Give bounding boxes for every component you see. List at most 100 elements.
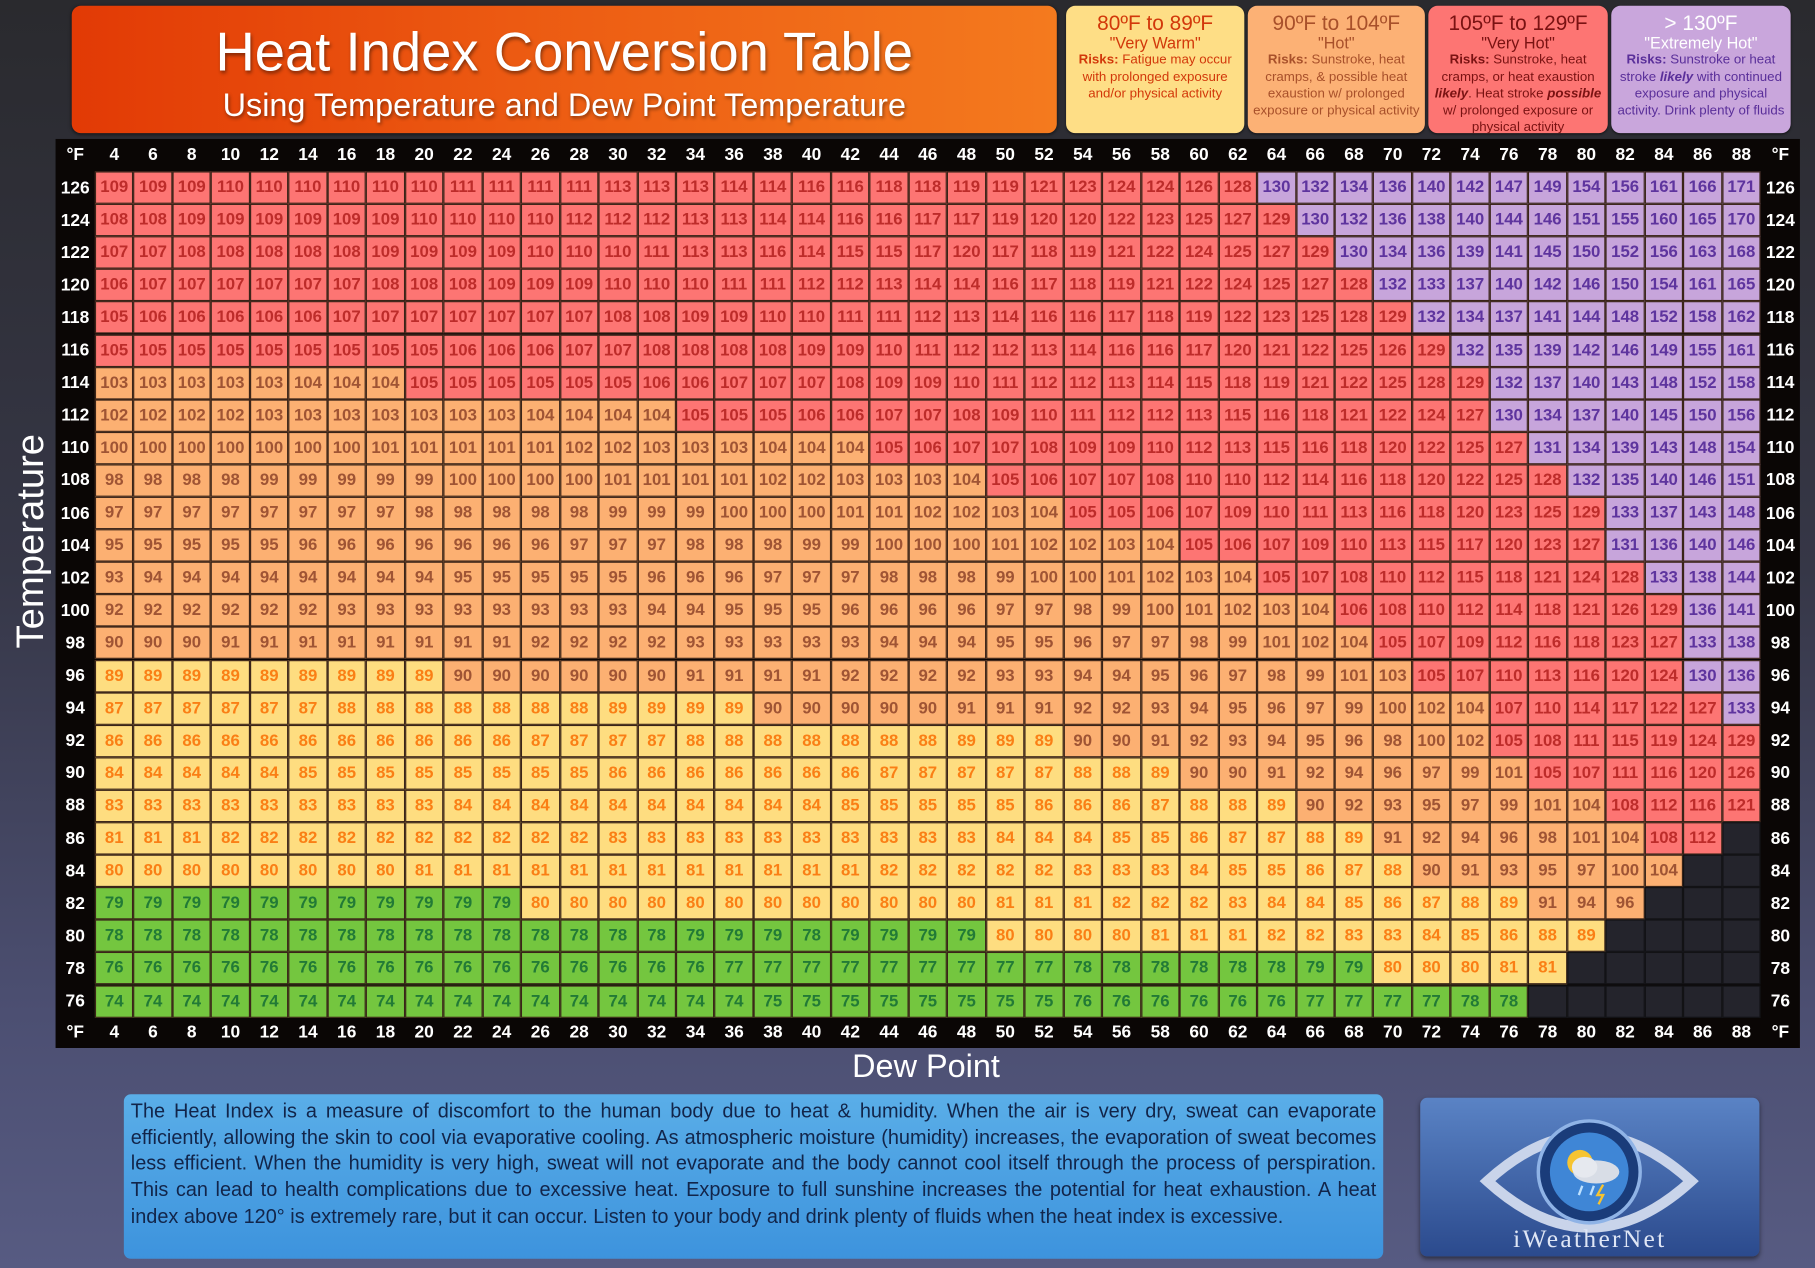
heat-index-cell: 121	[1567, 594, 1606, 627]
heat-index-cell: 124	[1644, 659, 1684, 693]
heat-index-cell: 89	[1567, 919, 1606, 953]
temperature-tick: 116	[61, 340, 90, 361]
heat-index-cell: 127	[1567, 529, 1606, 562]
heat-index-cell: 97	[753, 561, 793, 595]
heat-index-cell	[1721, 822, 1761, 855]
heat-index-cell: 100	[714, 496, 754, 530]
heat-index-cell: 101	[1179, 594, 1219, 627]
heat-index-cell: 85	[1450, 919, 1490, 953]
dew-point-tick: 20	[414, 144, 434, 165]
dew-point-tick: 64	[1266, 1022, 1287, 1043]
dew-point-tick: 66	[1305, 144, 1325, 165]
heat-index-cell: 102	[1412, 692, 1451, 725]
heat-index-cell: 93	[985, 659, 1025, 693]
heat-index-cell: 100	[1412, 724, 1451, 758]
heat-index-cell: 105	[598, 366, 638, 400]
dew-point-tick: 84	[1654, 1022, 1674, 1043]
heat-index-cell: 97	[366, 496, 405, 530]
dew-point-tick: 82	[1615, 144, 1635, 165]
heat-index-cell: 110	[1218, 464, 1258, 497]
heat-index-cell: 95	[521, 561, 560, 595]
heat-index-cell: 96	[482, 529, 522, 562]
heat-index-cell: 96	[908, 594, 948, 627]
heat-index-cell: 114	[792, 236, 831, 269]
heat-index-cell: 90	[443, 659, 483, 693]
heat-index-cell: 80	[133, 854, 173, 888]
risk-text: Sunstroke, heat cramps, & possible heat …	[1253, 53, 1420, 118]
heat-index-cell: 101	[1334, 659, 1374, 693]
legend-range: 80ºF to 89ºF	[1097, 11, 1214, 35]
description-box: The Heat Index is a measure of discomfor…	[123, 1094, 1384, 1259]
heat-index-cell: 88	[869, 724, 909, 758]
heat-index-cell: 103	[366, 399, 405, 432]
heat-index-cell: 111	[559, 171, 599, 204]
y-axis-label: Temperature	[8, 433, 51, 649]
heat-index-cell: 80	[1063, 919, 1103, 953]
heat-index-cell: 110	[598, 268, 638, 302]
heat-index-cell: 98	[714, 529, 754, 562]
heat-index-cell: 87	[947, 757, 986, 790]
heat-index-cell: 75	[985, 984, 1025, 1018]
heat-index-cell: 79	[908, 919, 948, 953]
heat-index-cell: 110	[1140, 431, 1180, 465]
heat-index-cell: 103	[1102, 529, 1141, 562]
heat-index-cell: 99	[1218, 626, 1258, 660]
temperature-tick: 82	[65, 893, 85, 914]
heat-index-cell: 91	[714, 659, 754, 693]
heat-index-cell: 140	[1605, 399, 1645, 432]
heat-index-cell: 78	[1257, 952, 1296, 985]
heat-index-cell: 120	[1605, 659, 1645, 693]
heat-index-cell: 150	[1567, 236, 1606, 269]
heat-index-cell: 113	[1373, 529, 1413, 562]
heat-index-cell: 87	[1218, 822, 1258, 855]
heat-index-cell: 116	[869, 203, 909, 237]
heat-index-cell: 165	[1721, 268, 1761, 302]
heat-index-cell: 93	[830, 626, 870, 660]
heat-index-cell: 126	[1179, 171, 1219, 204]
heat-index-cell: 97	[1567, 854, 1606, 888]
heat-index-cell: 74	[559, 984, 599, 1018]
heat-index-cell: 140	[1683, 529, 1722, 562]
temperature-tick: 84	[1770, 861, 1791, 881]
heat-index-cell: 76	[366, 952, 405, 985]
heat-index-cell: 105	[869, 431, 909, 465]
heat-index-cell: 80	[327, 854, 367, 888]
temperature-tick: 114	[61, 373, 90, 393]
heat-index-cell: 83	[869, 822, 909, 855]
temperature-tick: 106	[60, 503, 90, 523]
heat-index-cell: 76	[675, 952, 715, 985]
temperature-tick: 96	[1770, 665, 1791, 686]
heat-index-cell: 133	[1683, 626, 1722, 660]
dew-point-tick: 8	[186, 144, 197, 165]
heat-index-cell: 107	[211, 268, 250, 302]
heat-index-cell: 114	[1063, 334, 1103, 367]
heat-index-cell: 86	[1373, 887, 1413, 920]
heat-index-cell: 83	[1063, 854, 1103, 888]
heat-index-cell: 85	[985, 789, 1025, 823]
heat-index-cell: 84	[94, 757, 134, 790]
heat-index-cell: 88	[404, 692, 444, 725]
dew-point-tick: 72	[1421, 144, 1442, 165]
dew-point-tick: 22	[453, 1022, 473, 1043]
heat-index-cell: 83	[1373, 919, 1413, 953]
table-row: 120 106 107 107 107 107 107 107 108 108 108 109 109 1…	[56, 268, 1800, 302]
dew-point-tick: 8	[186, 1022, 197, 1043]
heat-index-cell: 84	[792, 789, 831, 823]
heat-index-cell: 97	[1140, 626, 1180, 660]
temperature-tick: 108	[60, 470, 90, 491]
heat-index-cell: 122	[1334, 366, 1374, 400]
heat-index-cell: 98	[559, 496, 599, 530]
heat-index-cell: 140	[1450, 203, 1490, 237]
temperature-tick: 124	[60, 210, 90, 231]
heat-index-cell: 119	[947, 171, 986, 204]
heat-index-cell: 100	[211, 431, 250, 465]
heat-index-cell: 150	[1605, 268, 1645, 302]
heat-index-cell: 89	[637, 692, 676, 725]
heat-index-cell: 118	[1567, 626, 1606, 660]
heat-index-cell: 82	[1179, 887, 1219, 920]
heat-index-cell: 101	[637, 464, 676, 497]
heat-index-cell: 104	[830, 431, 870, 465]
heat-index-cell: 83	[947, 822, 986, 855]
heat-index-cell: 102	[1218, 594, 1258, 627]
heat-index-cell: 121	[1528, 561, 1568, 595]
